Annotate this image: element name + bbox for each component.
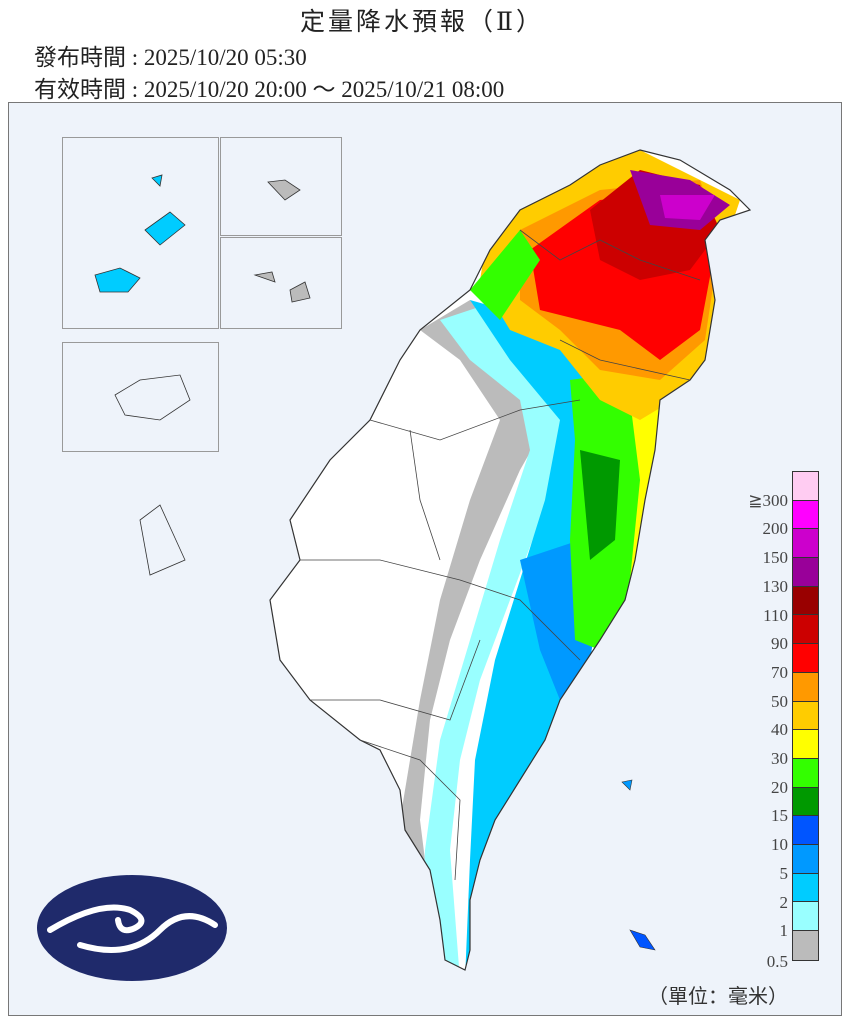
legend-label: 15 [771, 806, 788, 826]
legend-label: 0.5 [766, 952, 788, 971]
legend-bin [793, 758, 818, 788]
valid-time: 有效時間 : 2025/10/20 20:00 ～ 2025/10/21 08:… [34, 77, 505, 102]
legend-label: 110 [763, 605, 788, 625]
inset-matsu [62, 137, 219, 329]
county-borders [300, 229, 701, 881]
legend-bin [793, 615, 818, 645]
legend-bin [793, 529, 818, 559]
legend-label: 50 [771, 691, 788, 711]
legend-bin [793, 701, 818, 731]
inset-pratas [220, 137, 342, 236]
legend-bin [793, 931, 818, 960]
legend-label: 5 [779, 863, 789, 883]
legend-bin [793, 873, 818, 903]
legend-label: 2 [779, 892, 789, 912]
issue-time: 發布時間 : 2025/10/20 05:30 [34, 45, 307, 70]
legend-label: ≧300 [748, 490, 788, 510]
legend-bin [793, 500, 818, 530]
legend-bin [793, 672, 818, 702]
map-title: 定量降水預報（Ⅱ） [300, 7, 544, 36]
legend-bin [793, 816, 818, 845]
legend-bin [793, 472, 818, 501]
legend-bin [793, 644, 818, 673]
legend-bin [793, 902, 818, 931]
rain-zone-20mm [580, 450, 620, 560]
legend-bin [793, 586, 818, 616]
legend-label: 40 [771, 720, 788, 740]
legend-bin [793, 558, 818, 587]
legend-label: 20 [771, 777, 788, 797]
rain-zone-2mm [420, 300, 570, 970]
legend-label: 200 [762, 519, 789, 539]
legend-bin [793, 787, 818, 817]
legend-bin [793, 730, 818, 759]
legend-label: 130 [762, 576, 789, 596]
legend-label: 10 [771, 835, 788, 855]
inset-kinmen [62, 342, 219, 452]
rainfall-legend [792, 471, 819, 961]
rain-zone-0.5mm [395, 300, 560, 970]
legend-label: 1 [779, 921, 789, 941]
legend-bin [793, 844, 818, 874]
legend-label: 150 [762, 548, 789, 568]
legend-label: 30 [771, 749, 788, 768]
legend-label: 70 [771, 662, 788, 682]
legend-label: 90 [771, 634, 788, 654]
outlying-islands [94, 174, 656, 951]
rain-zone-200mm [660, 195, 715, 220]
unit-label: （單位：毫米） [648, 984, 788, 1008]
inset-wuqiu [220, 237, 342, 329]
cwa-logo [37, 875, 227, 981]
